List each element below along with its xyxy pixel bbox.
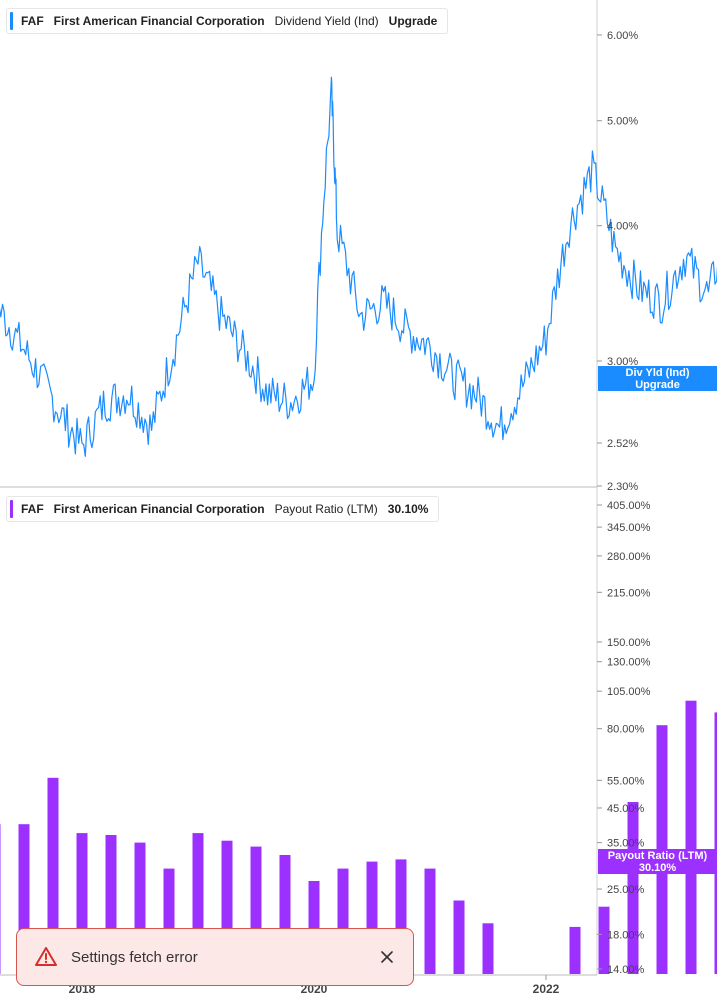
top-tick-label: 4.00%: [607, 221, 638, 233]
top-y-axis: 6.00% 5.00% 4.00% 3.00% 2.52% 2.30%: [597, 30, 638, 493]
warning-icon: [35, 947, 57, 966]
top-legend-metric: Dividend Yield (Ind): [274, 14, 379, 28]
top-flag-label: Div Yld (Ind): [625, 366, 690, 379]
payout-bar: [337, 868, 349, 974]
payout-bar: [627, 802, 639, 974]
bottom-tick-label: 18.00%: [607, 929, 645, 941]
payout-bar: [482, 923, 494, 974]
bottom-legend-color: [10, 500, 13, 518]
bottom-tick-label: 130.00%: [607, 657, 651, 669]
payout-bar: [685, 700, 697, 974]
top-legend: FAF First American Financial Corporation…: [6, 8, 449, 34]
bottom-tick-label: 280.00%: [607, 551, 651, 563]
payout-bar: [308, 881, 320, 974]
bottom-legend-value: 30.10%: [387, 502, 429, 516]
bottom-legend-metric: Payout Ratio (LTM): [274, 502, 378, 516]
bottom-tick-label: 345.00%: [607, 522, 651, 534]
payout-bar: [453, 900, 465, 974]
bottom-tick-label: 14.00%: [607, 964, 645, 976]
bottom-tick-label: 35.00%: [607, 838, 645, 850]
top-legend-color: [10, 12, 13, 30]
bottom-legend-ticker: FAF: [21, 502, 44, 516]
bottom-tick-label: 25.00%: [607, 884, 645, 896]
bottom-tick-label: 105.00%: [607, 686, 651, 698]
top-tick-label: 6.00%: [607, 30, 638, 42]
bottom-legend-company: First American Financial Corporation: [53, 502, 265, 516]
x-tick-label: 2022: [533, 982, 560, 996]
bottom-flag-value: 30.10%: [638, 861, 677, 874]
payout-bar: [714, 712, 717, 974]
payout-bar: [47, 777, 59, 974]
top-flag-value[interactable]: Upgrade: [635, 378, 680, 391]
bottom-tick-label: 405.00%: [607, 500, 651, 512]
bottom-value-flag: Payout Ratio (LTM) 30.10%: [598, 849, 717, 874]
bottom-tick-label: 80.00%: [607, 724, 645, 736]
payout-bar: [250, 846, 262, 974]
payout-bar: [221, 840, 233, 974]
bottom-tick-label: 55.00%: [607, 775, 645, 787]
top-legend-upgrade[interactable]: Upgrade: [388, 14, 438, 28]
top-value-flag: Div Yld (Ind) Upgrade: [598, 366, 717, 391]
payout-bar: [163, 868, 175, 974]
payout-bar: [598, 906, 610, 974]
top-tick-label: 5.00%: [607, 116, 638, 128]
top-legend-ticker: FAF: [21, 14, 44, 28]
payout-bar: [192, 833, 204, 974]
payout-bar: [366, 861, 378, 974]
dividend-yield-line: [0, 76, 717, 457]
bottom-legend: FAF First American Financial Corporation…: [6, 496, 440, 522]
bottom-tick-label: 45.00%: [607, 803, 645, 815]
toast-message: Settings fetch error: [71, 948, 198, 966]
payout-bar: [395, 859, 407, 974]
dividend-yield-series: [0, 76, 717, 457]
payout-bar: [569, 926, 581, 974]
top-legend-company: First American Financial Corporation: [53, 14, 265, 28]
bottom-flag-label: Payout Ratio (LTM): [607, 849, 708, 862]
payout-bar: [105, 835, 117, 974]
payout-bar: [76, 833, 88, 974]
error-toast: Settings fetch error: [16, 928, 414, 986]
payout-bar: [134, 842, 146, 974]
bottom-y-axis: 405.00% 345.00% 280.00% 215.00% 150.00% 130.0…: [597, 500, 651, 976]
bottom-tick-label: 215.00%: [607, 587, 651, 599]
payout-bar: [0, 824, 1, 974]
payout-bar: [18, 824, 30, 974]
payout-bar: [279, 855, 291, 974]
top-tick-label: 3.00%: [607, 356, 638, 368]
top-tick-label: 2.30%: [607, 481, 638, 493]
top-tick-label: 2.52%: [607, 438, 638, 450]
payout-bar: [424, 868, 436, 974]
close-icon[interactable]: [379, 949, 395, 965]
bottom-tick-label: 150.00%: [607, 637, 651, 649]
